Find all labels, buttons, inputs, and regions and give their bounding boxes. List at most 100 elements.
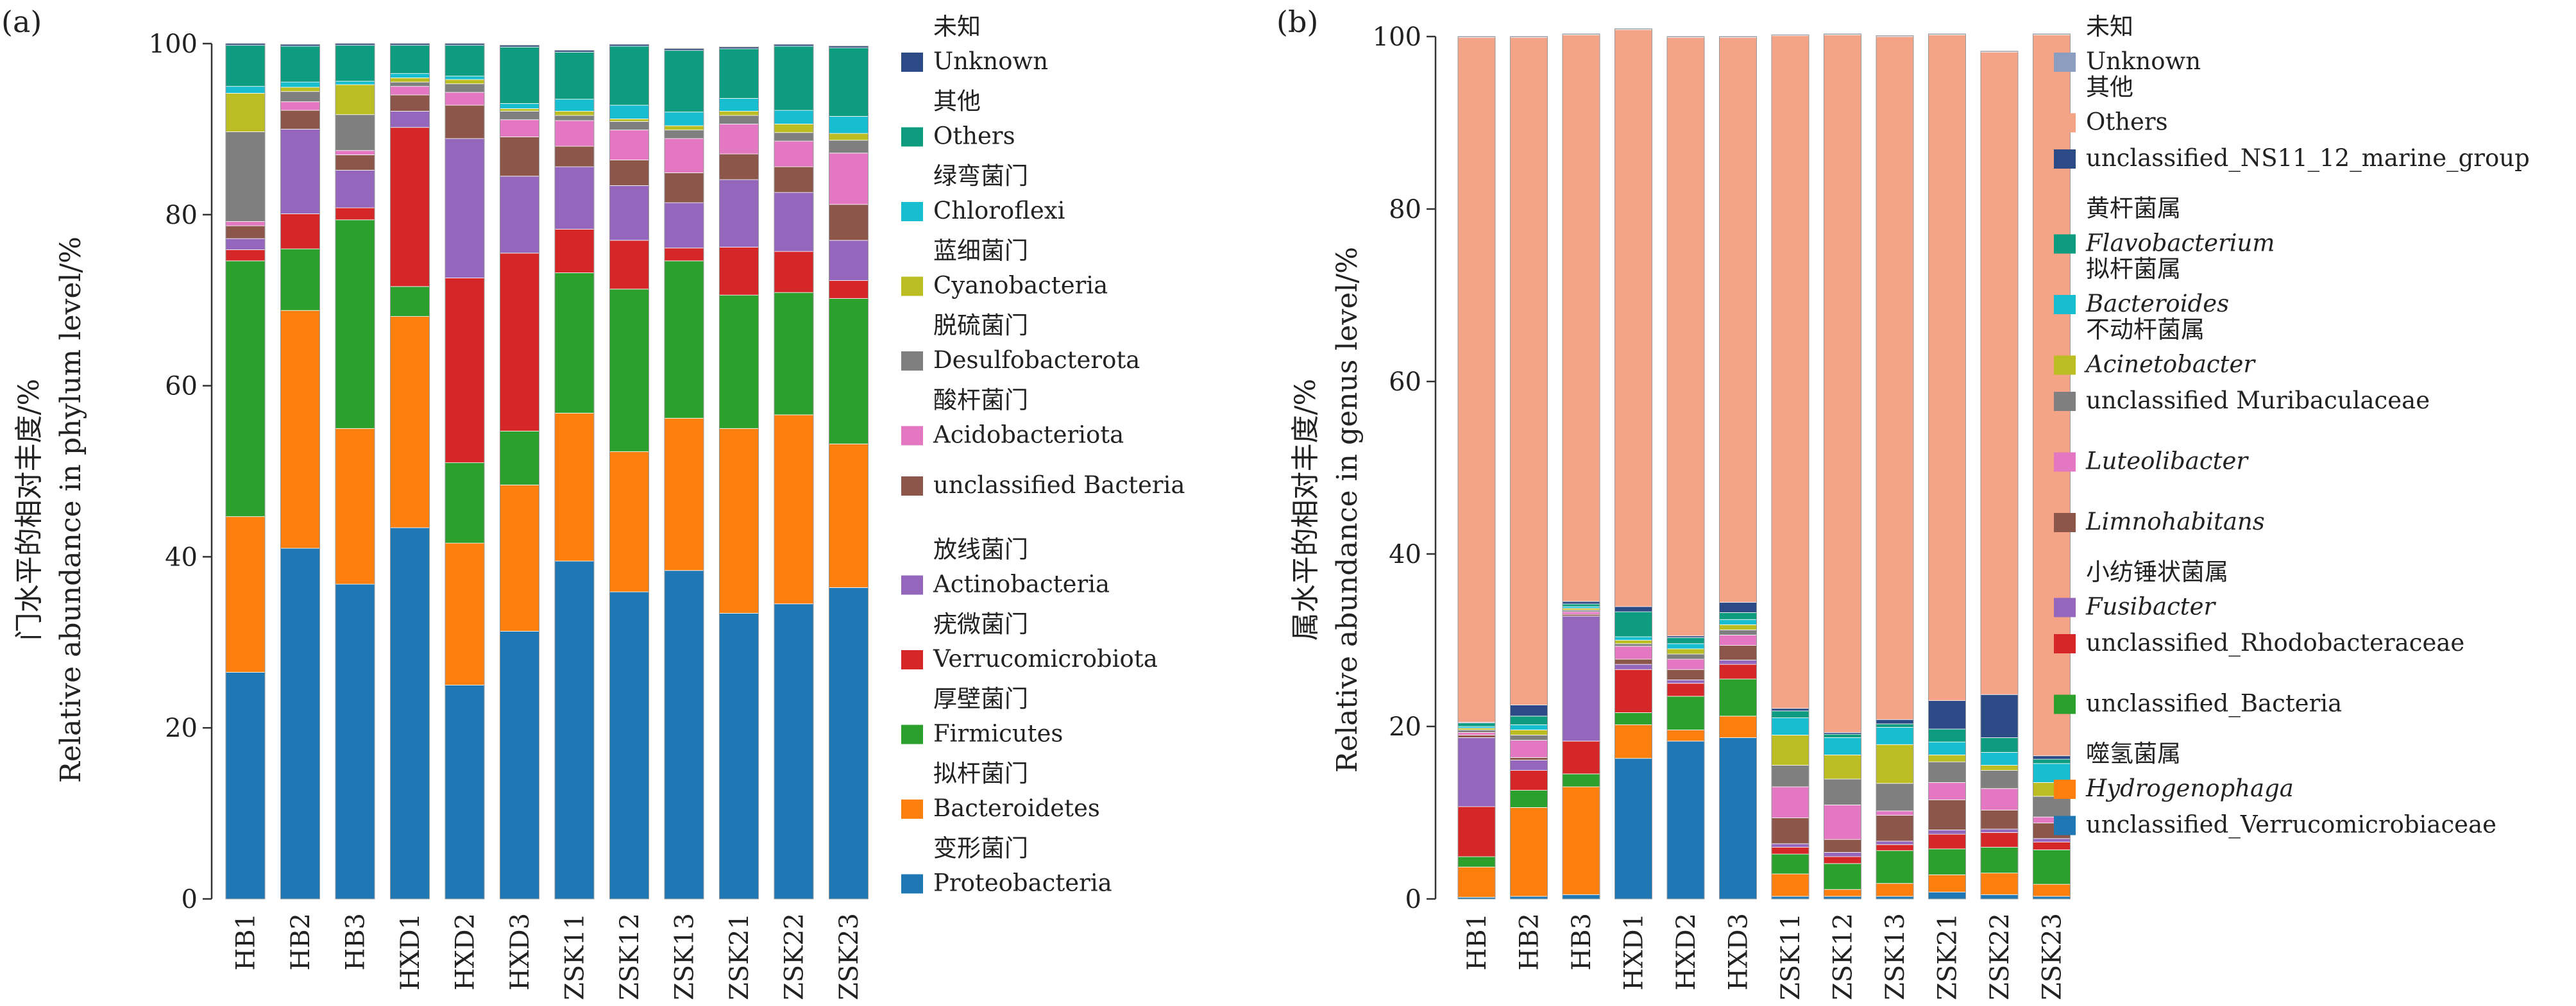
- bar-segment: [609, 591, 649, 900]
- bar-segment: [1771, 896, 1809, 900]
- x-tick-label: HB2: [1515, 913, 1545, 971]
- bar-segment: [500, 119, 539, 137]
- bar-segment: [1666, 683, 1705, 697]
- bar-segment: [1719, 635, 1757, 646]
- bar-segment: [1928, 799, 1966, 830]
- bar-segment: [774, 166, 814, 193]
- legend-swatch: [901, 276, 923, 296]
- bar-segment: [335, 170, 375, 208]
- bar-segment: [1510, 770, 1548, 791]
- bar-segment: [1719, 619, 1757, 625]
- bar-segment: [1980, 765, 2019, 771]
- bar-segment: [1719, 629, 1757, 635]
- legend-swatch: [2054, 634, 2076, 653]
- bar-segment: [335, 84, 375, 115]
- bar-segment: [1771, 35, 1809, 709]
- bar-segment: [1824, 856, 1861, 864]
- bar-segment: [225, 131, 266, 222]
- bar-segment: [1719, 737, 1757, 900]
- bar-stack-HXD1: [390, 43, 430, 900]
- y-tick-label: 80: [165, 201, 198, 230]
- bar-segment: [1666, 37, 1705, 637]
- bar-segment: [1771, 817, 1809, 844]
- bar-segment: [829, 280, 869, 299]
- bar-segment: [1928, 830, 1966, 835]
- bar-segment: [829, 140, 869, 154]
- bar-segment: [1562, 616, 1600, 742]
- legend-entry: unclassified_NS11_12_marine_group: [2054, 144, 2530, 172]
- bar-outline: [1614, 28, 1652, 900]
- bar-segment: [445, 105, 485, 139]
- bar-segment: [719, 247, 759, 296]
- bar-segment: [1562, 608, 1600, 610]
- bar-segment: [1562, 606, 1600, 609]
- bar-stack-HB2: [280, 44, 320, 900]
- bar-segment: [445, 542, 485, 685]
- bar-segment: [1510, 740, 1548, 758]
- bar-segment: [1510, 790, 1548, 808]
- legend-label: Hydrogenophaga: [2085, 775, 2294, 802]
- legend-label: unclassified_Verrucomicrobiaceae: [2086, 811, 2496, 839]
- legend-swatch: [901, 800, 923, 819]
- bar-segment: [1614, 636, 1652, 641]
- bar-segment: [2033, 796, 2071, 817]
- bar-segment: [445, 685, 485, 900]
- bar-segment: [2033, 884, 2071, 897]
- bar-segment: [500, 430, 539, 485]
- bar-segment: [2033, 849, 2071, 885]
- bar-segment: [1980, 751, 2019, 766]
- bar-segment: [335, 583, 375, 900]
- bar-segment: [719, 428, 759, 614]
- bar-segment: [1614, 643, 1652, 647]
- bar-segment: [554, 115, 595, 121]
- legend-label: Unknown: [933, 47, 1048, 75]
- bar-segment: [554, 146, 595, 167]
- x-tick-label: ZSK22: [780, 913, 809, 1000]
- bar-segment: [1614, 640, 1652, 644]
- x-tick-label: ZSK22: [1985, 913, 2015, 1000]
- bar-segment: [774, 292, 814, 415]
- legend-label: Fusibacter: [2085, 593, 2217, 621]
- bar-segment: [1510, 760, 1548, 771]
- x-tick-label: HXD2: [1672, 913, 1701, 991]
- bar-segment: [1824, 737, 1861, 755]
- bar-segment: [390, 316, 430, 528]
- bar-segment: [225, 86, 266, 94]
- bar-segment: [1614, 669, 1652, 713]
- bar-segment: [609, 240, 649, 290]
- bar-segment: [719, 179, 759, 247]
- bar-segment: [609, 185, 649, 241]
- bar-stack-HXD2: [445, 43, 485, 900]
- bar-segment: [1876, 896, 1914, 900]
- bar-segment: [390, 94, 430, 112]
- bar-segment: [664, 172, 704, 203]
- bar-segment: [335, 150, 375, 155]
- bar-segment: [1771, 735, 1809, 766]
- bar-segment: [1928, 728, 1966, 742]
- bar-segment: [1771, 873, 1809, 897]
- bar-segment: [1666, 741, 1705, 900]
- bar-segment: [1824, 732, 1861, 735]
- bar-stack-HB3: [1562, 33, 1600, 900]
- bar-segment: [1719, 645, 1757, 660]
- bar-segment: [774, 140, 814, 167]
- bar-segment: [445, 92, 485, 106]
- bar-segment: [1614, 29, 1652, 607]
- bar-segment: [225, 221, 266, 226]
- bar-segment: [1928, 761, 1966, 783]
- legend-entry: 未知 Unknown: [2054, 13, 2201, 75]
- bar-segment: [829, 153, 869, 205]
- bar-segment: [554, 99, 595, 112]
- legend-entry: 小纺锤状菌属 Fusibacter: [2054, 558, 2228, 621]
- bar-segment: [829, 47, 869, 117]
- bar-segment: [554, 229, 595, 273]
- bar-segment: [1980, 770, 2019, 789]
- bar-segment: [1824, 863, 1861, 890]
- legend-swatch: [2054, 452, 2076, 472]
- bar-outline: [1771, 34, 1809, 900]
- bar-outline: [1562, 33, 1600, 900]
- bar-segment: [1510, 704, 1548, 717]
- legend-swatch: [901, 650, 923, 669]
- bar-segment: [829, 133, 869, 141]
